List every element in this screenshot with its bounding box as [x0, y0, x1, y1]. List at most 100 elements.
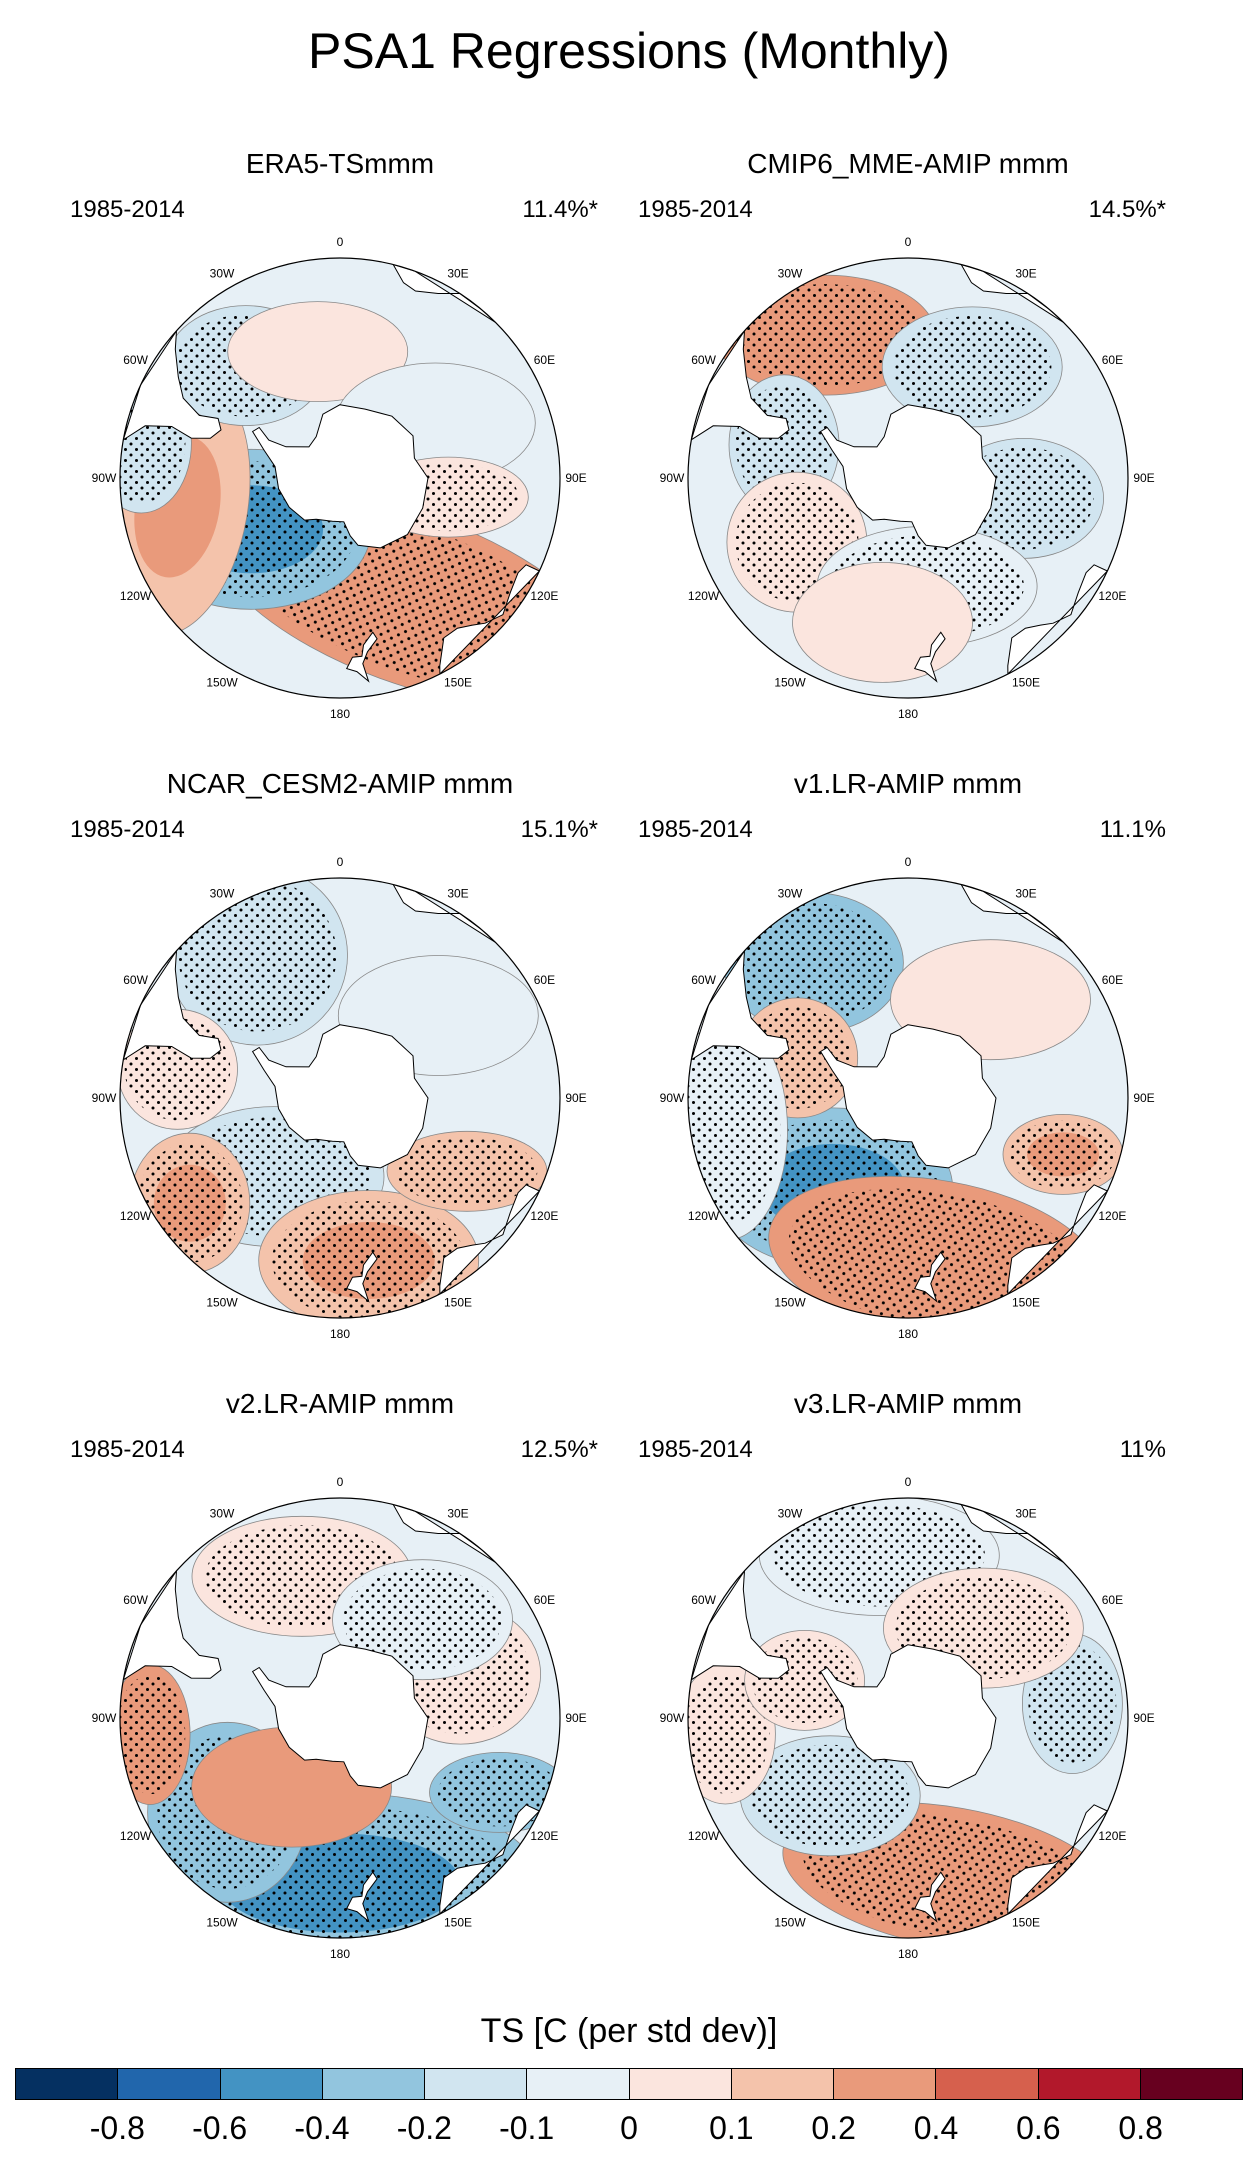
longitude-label: 120E: [1098, 1829, 1126, 1843]
longitude-label: 150E: [444, 1915, 472, 1929]
longitude-label: 150E: [444, 1295, 472, 1309]
australia-land: [439, 564, 541, 676]
longitude-label: 90E: [1133, 1711, 1154, 1725]
panel-title: NCAR_CESM2-AMIP mmm: [166, 768, 514, 799]
significance-stippling: [893, 315, 1052, 418]
longitude-label: 180: [330, 707, 350, 721]
colorbar-label: 0.4: [913, 2110, 959, 2146]
longitude-label: 150E: [1012, 1915, 1040, 1929]
colorbar-box: [16, 2069, 119, 2099]
australia-land: [1007, 564, 1109, 676]
longitude-label: 0: [905, 1475, 912, 1489]
significance-stippling: [120, 1675, 186, 1795]
panel-period: 1985-2014: [70, 816, 185, 843]
page-title: PSA1 Regressions (Monthly): [308, 23, 950, 79]
longitude-label: 30E: [447, 1507, 468, 1521]
longitude-label: 150W: [206, 1295, 238, 1309]
colorbar-label: -0.8: [89, 2110, 145, 2146]
longitude-label: 150W: [774, 1915, 806, 1929]
longitude-label: 60W: [691, 973, 716, 987]
antarctica-land: [819, 1024, 997, 1169]
new-zealand-land: [345, 631, 378, 683]
map-border: [119, 877, 561, 1319]
panel-percent: 12.5%*: [520, 1436, 598, 1463]
colorbar-box: [731, 2069, 834, 2099]
longitude-label: 120E: [1098, 1209, 1126, 1223]
map-panel-v2-lr: v2.LR-AMIP mmm 1985-2014 12.5%* 0 30E 60E 9…: [40, 1388, 640, 1998]
australia-land: [1007, 1804, 1109, 1916]
south-america-land: [122, 328, 222, 441]
antarctica-land: [819, 404, 997, 549]
longitude-label: 60E: [534, 973, 555, 987]
map-border: [687, 877, 1129, 1319]
significance-stippling: [688, 1674, 770, 1794]
map-panel-era5: ERA5-TSmmm 1985-2014 11.4%* 0 30E 60E 90E 12…: [40, 148, 640, 758]
colorbar-box: [527, 2069, 630, 2099]
longitude-label: 120E: [1098, 589, 1126, 603]
longitude-label: 120W: [688, 589, 720, 603]
longitude-label: 90E: [565, 1711, 586, 1725]
new-zealand-land: [913, 631, 946, 683]
longitude-label: 60W: [691, 1593, 716, 1607]
map-border: [687, 1497, 1129, 1939]
longitude-label: 30W: [210, 1507, 235, 1521]
longitude-label: 180: [898, 707, 918, 721]
polar-map: 0 30E 60E 90E 120E 150E 180 150W 120W 90W 60W 30W: [92, 235, 587, 721]
map-border: [119, 1497, 561, 1939]
longitude-label: 90E: [565, 471, 586, 485]
longitude-label: 0: [905, 855, 912, 869]
longitude-label: 30W: [778, 267, 803, 281]
map-field: [120, 878, 560, 1318]
longitude-label: 30E: [447, 267, 468, 281]
longitude-label: 90E: [1133, 1091, 1154, 1105]
longitude-label: 180: [898, 1947, 918, 1961]
new-zealand-land: [345, 1871, 378, 1923]
longitude-label: 30W: [778, 1507, 803, 1521]
map-field: [688, 878, 1128, 1318]
panel-percent: 11.1%: [1099, 816, 1166, 843]
panel-title: v2.LR-AMIP mmm: [225, 1388, 455, 1419]
colorbar-label: -0.6: [192, 2110, 248, 2146]
map-field: [120, 1498, 560, 1938]
significance-stippling: [137, 1143, 243, 1263]
longitude-label: 120W: [120, 589, 152, 603]
significance-stippling: [1010, 1120, 1116, 1189]
longitude-label: 90W: [660, 471, 685, 485]
south-america-land: [122, 1568, 222, 1681]
panel-period: 1985-2014: [70, 1436, 185, 1463]
anomaly-region: [792, 561, 973, 683]
longitude-label: 0: [337, 855, 344, 869]
longitude-label: 60E: [1102, 353, 1123, 367]
polar-map: 0 30E 60E 90E 120E 150E 180 150W 120W 90W 60W 30W: [92, 1475, 587, 1961]
longitude-label: 30E: [447, 887, 468, 901]
significance-stippling: [1028, 1644, 1117, 1764]
panel-period: 1985-2014: [638, 816, 753, 843]
longitude-label: 60W: [123, 353, 148, 367]
longitude-label: 150W: [206, 1915, 238, 1929]
longitude-label: 150W: [206, 675, 238, 689]
significance-stippling: [751, 1637, 858, 1723]
longitude-label: 120E: [530, 1829, 558, 1843]
longitude-label: 150E: [1012, 1295, 1040, 1309]
australia-land: [1007, 1184, 1109, 1296]
colorbar-box: [1140, 2069, 1242, 2099]
antarctica-land: [819, 1644, 997, 1789]
map-panel-cmip6-mme: CMIP6_MME-AMIP mmm 1985-2014 14.5%* 0 30E…: [608, 148, 1208, 758]
panel-period: 1985-2014: [638, 196, 753, 223]
panel-title: v1.LR-AMIP mmm: [793, 768, 1023, 799]
longitude-label: 60E: [534, 353, 555, 367]
colorbar-box: [629, 2069, 732, 2099]
map-panel-ncar-cesm2: NCAR_CESM2-AMIP mmm 1985-2014 15.1%* 0 30…: [40, 768, 640, 1378]
longitude-label: 120E: [530, 589, 558, 603]
colorbar-box: [425, 2069, 528, 2099]
significance-stippling: [343, 1568, 502, 1671]
map-field: [688, 1498, 1128, 1938]
longitude-label: 60E: [1102, 1593, 1123, 1607]
significance-stippling: [178, 878, 337, 1032]
longitude-label: 30W: [210, 267, 235, 281]
antarctica-land: [251, 404, 429, 549]
longitude-label: 60W: [691, 353, 716, 367]
new-zealand-land: [913, 1871, 946, 1923]
colorbar-label: 0.1: [709, 2110, 754, 2146]
longitude-label: 90W: [92, 471, 117, 485]
